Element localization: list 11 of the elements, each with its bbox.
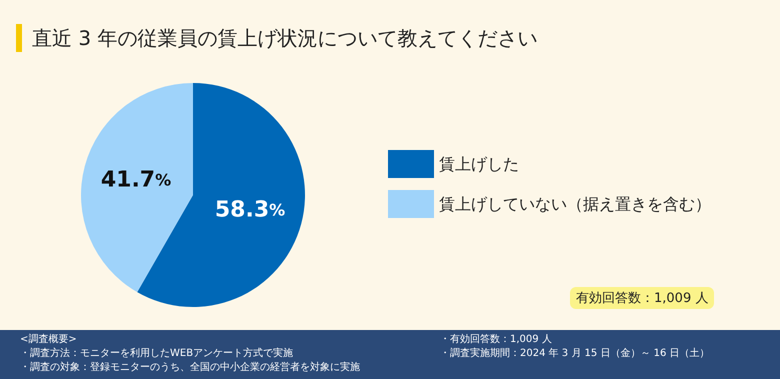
data-label: 41.7% — [100, 167, 172, 192]
chart-title: 直近 3 年の従業員の賃上げ状況について教えてください — [32, 25, 538, 52]
legend-label: 賃上げしていない（据え置きを含む） — [439, 194, 711, 214]
text: ・有効回答数：1,009 人 — [440, 333, 553, 347]
text: <調査概要> — [20, 333, 78, 347]
text: 有効回答数：1,009 人 — [570, 287, 714, 309]
text: ・調査方法：モニターを利用したWEBアンケート方式で実施 — [20, 347, 294, 361]
legend-label: 賃上げした — [439, 154, 519, 174]
data-label: 58.3% — [214, 198, 286, 223]
text: ・調査の対象：登録モニターのうち、全国の中小企業の経営者を対象に実施 — [20, 361, 360, 375]
text: ・調査実施期間：2024 年 3 月 15 日（金）～ 16 日（土） — [440, 347, 710, 361]
